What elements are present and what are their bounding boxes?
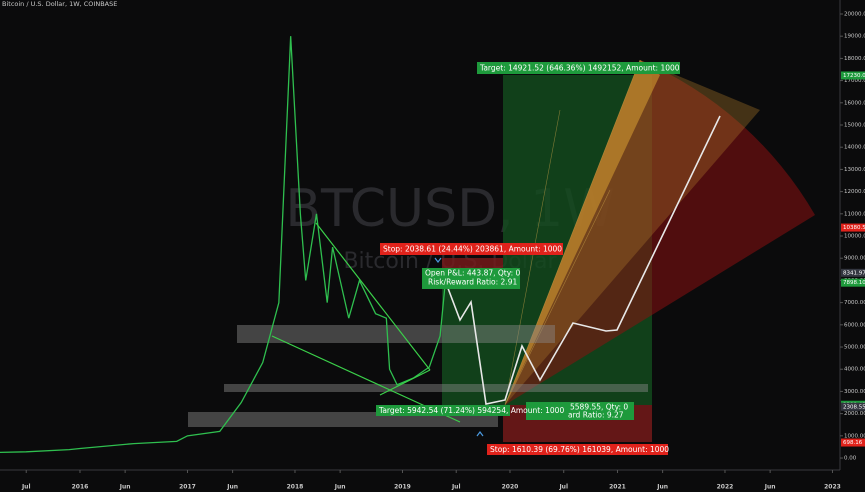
label-box	[376, 405, 510, 416]
y-tick-label: 7000.00	[844, 300, 865, 306]
y-tick-label: 19000.00	[844, 34, 865, 40]
price-line	[0, 36, 452, 454]
x-tick-label: 2023	[824, 484, 841, 491]
label-box	[380, 243, 563, 255]
y-tick-label: 6000.00	[844, 322, 865, 328]
price-badge-label: 698.16	[843, 440, 863, 446]
y-tick-label: 18000.00	[844, 56, 865, 62]
x-tick-label: 2016	[72, 484, 89, 491]
price-badge	[841, 268, 865, 277]
chart-title: Bitcoin / U.S. Dollar, 1W, COINBASE	[2, 0, 117, 8]
fan-lines	[504, 59, 641, 406]
x-tick-label: 2017	[179, 484, 196, 491]
y-tick-label: 13000.00	[844, 167, 865, 173]
y-tick-label: 12000.00	[844, 189, 865, 195]
x-tick-label: 2020	[502, 484, 519, 491]
y-tick-label: 1000.00	[844, 433, 865, 439]
y-tick-label: 20000.00	[844, 11, 865, 17]
y-tick-label: 11000.00	[844, 211, 865, 217]
zone	[237, 325, 555, 343]
y-tick-label: 2000.00	[844, 411, 865, 417]
y-tick-label: 14000.00	[844, 145, 865, 151]
annotation: Stop: 1610.39 (69.76%) 161039, Amount: 1…	[490, 445, 669, 454]
annotation: Target: 14921.52 (646.36%) 1492152, Amou…	[479, 64, 680, 73]
y-tick-label: 10000.00	[844, 234, 865, 240]
annotation: Risk/Reward Ratio: 2.91	[428, 278, 517, 287]
fan-inner	[505, 60, 660, 405]
price-badge	[841, 278, 865, 287]
price-badge	[841, 438, 865, 447]
price-badge-label: 10380.58	[843, 225, 865, 231]
y-tick-label: 15000.00	[844, 122, 865, 128]
y-tick-label: 5000.00	[844, 345, 865, 351]
price-badge	[841, 402, 865, 411]
fan-mid	[505, 60, 760, 405]
x-tick-label: Jun	[656, 484, 668, 491]
price-badge-label: 17230.07	[843, 73, 865, 79]
target-zone	[442, 283, 503, 408]
annotation: Open P&L: 443.87, Qty: 0	[425, 269, 521, 278]
x-tick-label: Jul	[21, 484, 31, 491]
annotation: ard Ratio: 9.27	[568, 411, 624, 420]
y-tick-label: 9000.00	[844, 256, 865, 262]
plot	[0, 36, 452, 454]
price-badge	[841, 71, 865, 80]
price-badge-label: 8341.97	[843, 270, 865, 276]
x-tick-label: 2021	[609, 484, 626, 491]
x-tick-label: 2019	[394, 484, 411, 491]
y-tick-label: 16000.00	[844, 100, 865, 106]
zone	[224, 384, 648, 392]
x-tick-label: Jun	[226, 484, 238, 491]
y-tick-label: 4000.00	[844, 367, 865, 373]
x-tick-label: 2018	[287, 484, 304, 491]
arrow	[434, 257, 484, 437]
x-tick-label: 2022	[717, 484, 734, 491]
y-tick-label: 0.00	[844, 456, 857, 462]
label-box	[526, 402, 634, 420]
x-tick-label: Jun	[334, 484, 346, 491]
price-badge-label: 7898.10	[843, 280, 865, 286]
price-badge-label: 2308.55	[843, 404, 865, 410]
x-tick-label: Jul	[558, 484, 568, 491]
y-tick-label: 17000.00	[844, 78, 865, 84]
x-tick-label: Jun	[119, 484, 131, 491]
x-tick-label: Jul	[451, 484, 461, 491]
fan-outer	[505, 60, 815, 405]
x-tick-label: Jun	[764, 484, 776, 491]
label-box	[422, 268, 520, 289]
price-badge	[841, 223, 865, 232]
projection	[445, 115, 721, 405]
y-tick-label: 3000.00	[844, 389, 865, 395]
annotation: Stop: 2038.61 (24.44%) 203861, Amount: 1…	[383, 245, 562, 254]
annotation: 5589.55, Qty: 0	[570, 403, 628, 412]
label-box	[477, 62, 680, 74]
annotation: Target: 5942.54 (71.24%) 594254, Amount:…	[378, 406, 564, 415]
label-box	[487, 444, 668, 455]
